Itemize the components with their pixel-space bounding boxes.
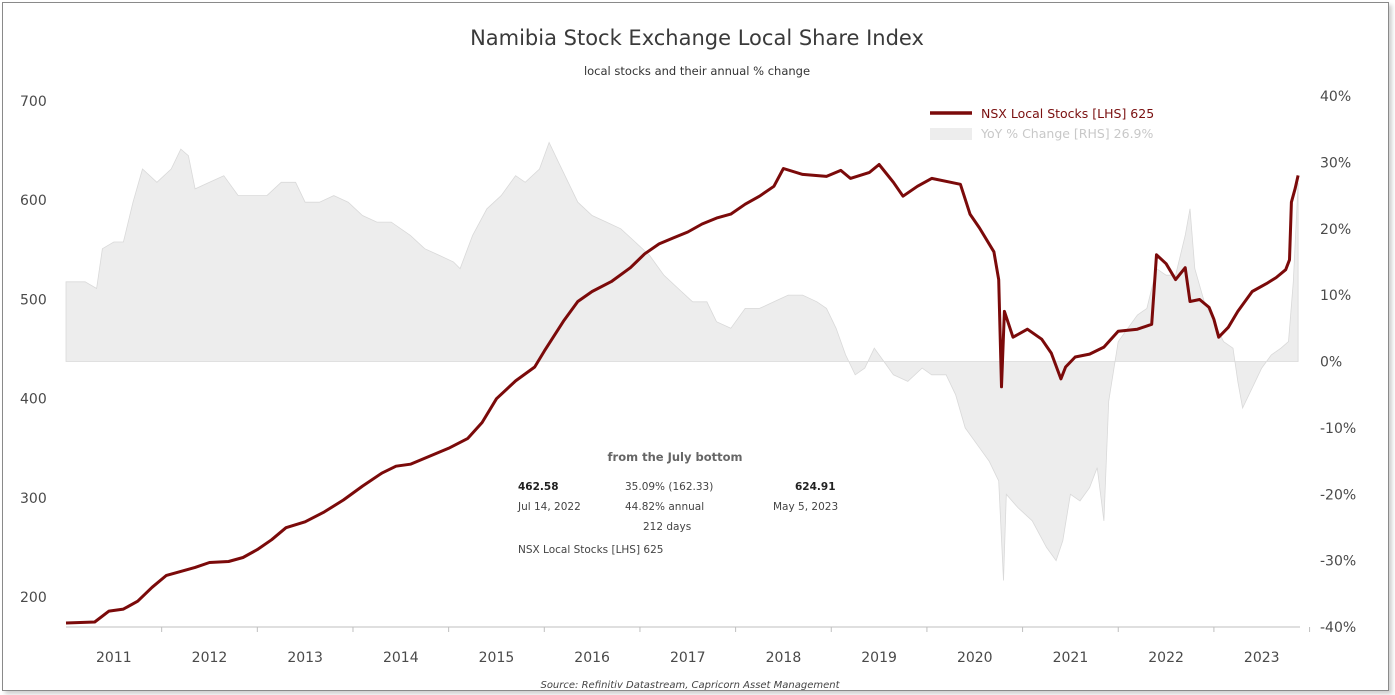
annotation-background bbox=[505, 447, 850, 565]
annotation-start-value: 462.58 bbox=[518, 481, 559, 493]
left-tick-label: 700 bbox=[20, 94, 47, 110]
legend-yoy-label: YoY % Change [RHS] 26.9% bbox=[980, 126, 1153, 141]
right-tick-label: 40% bbox=[1320, 89, 1351, 105]
annotation-start-date: Jul 14, 2022 bbox=[517, 501, 581, 513]
right-tick-label: -20% bbox=[1320, 487, 1356, 503]
x-tick-label: 2015 bbox=[479, 650, 515, 666]
yoy-area-layer bbox=[65, 141, 1299, 581]
annotation-heading: from the July bottom bbox=[608, 450, 743, 464]
right-axis-ticks: 40% 30% 20% 10% 0% -10% -20% -30% -40% bbox=[1320, 89, 1356, 636]
x-tick-label: 2012 bbox=[192, 650, 228, 666]
annotation-box: from the July bottom 462.58 35.09% (162.… bbox=[505, 447, 850, 565]
annotation-change: 35.09% (162.33) bbox=[625, 481, 713, 493]
chart-title: Namibia Stock Exchange Local Share Index bbox=[470, 26, 924, 50]
right-tick-label: 30% bbox=[1320, 155, 1351, 171]
x-tick-label: 2022 bbox=[1148, 650, 1184, 666]
x-axis-ticks: 2011 2012 2013 2014 2015 2016 2017 2018 2019 2020… bbox=[96, 627, 1311, 666]
x-tick-label: 2013 bbox=[287, 650, 323, 666]
right-tick-label: -30% bbox=[1320, 554, 1356, 570]
x-tick-label: 2023 bbox=[1244, 650, 1280, 666]
legend-yoy-swatch bbox=[930, 128, 972, 140]
annotation-series-label: NSX Local Stocks [LHS] 625 bbox=[518, 544, 663, 556]
chart-source: Source: Refinitiv Datastream, Capricorn … bbox=[540, 680, 840, 691]
x-tick-label: 2018 bbox=[766, 650, 802, 666]
x-tick-label: 2016 bbox=[574, 650, 610, 666]
annotation-annualized: 44.82% annual bbox=[625, 501, 704, 513]
chart-subtitle: local stocks and their annual % change bbox=[584, 64, 810, 78]
left-tick-label: 400 bbox=[20, 392, 47, 408]
index-line-layer bbox=[65, 163, 1300, 625]
right-tick-label: 10% bbox=[1320, 288, 1351, 304]
right-tick-label: 0% bbox=[1320, 355, 1342, 371]
annotation-end-date: May 5, 2023 bbox=[773, 501, 838, 513]
right-tick-label: -40% bbox=[1320, 620, 1356, 636]
left-tick-label: 600 bbox=[20, 193, 47, 209]
x-tick-label: 2019 bbox=[861, 650, 897, 666]
annotation-days: 212 days bbox=[643, 521, 691, 533]
x-tick-label: 2011 bbox=[96, 650, 132, 666]
legend-index-label: NSX Local Stocks [LHS] 625 bbox=[981, 106, 1154, 121]
left-axis-ticks: 200 300 400 500 600 700 bbox=[20, 94, 47, 606]
right-tick-label: 20% bbox=[1320, 222, 1351, 238]
index-line bbox=[65, 163, 1300, 625]
x-tick-label: 2017 bbox=[670, 650, 706, 666]
left-tick-label: 300 bbox=[20, 491, 47, 507]
x-tick-label: 2014 bbox=[383, 650, 419, 666]
yoy-area bbox=[65, 141, 1299, 581]
annotation-end-value: 624.91 bbox=[795, 481, 836, 493]
x-tick-label: 2020 bbox=[957, 650, 993, 666]
x-tick-label: 2021 bbox=[1053, 650, 1089, 666]
left-tick-label: 200 bbox=[20, 590, 47, 606]
right-tick-label: -10% bbox=[1320, 421, 1356, 437]
legend: NSX Local Stocks [LHS] 625 YoY % Change … bbox=[930, 106, 1154, 141]
left-tick-label: 500 bbox=[20, 292, 47, 308]
